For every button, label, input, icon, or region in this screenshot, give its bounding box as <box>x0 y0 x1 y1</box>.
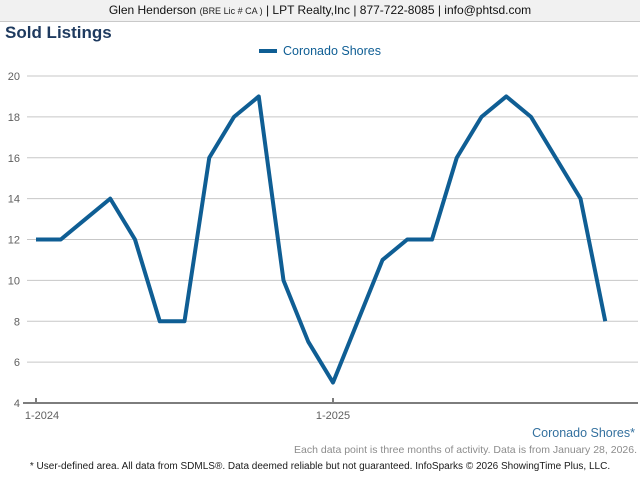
page-title: Sold Listings <box>5 23 112 42</box>
company-contact: | LPT Realty,Inc | 877-722-8085 | info@p… <box>265 3 532 17</box>
agent-license: (BRE Lic # CA ) <box>199 6 263 16</box>
y-axis-label: 8 <box>14 316 20 328</box>
legend-line-swatch <box>259 49 277 53</box>
agent-name: Glen Henderson <box>108 3 197 17</box>
y-axis-label: 4 <box>14 398 20 410</box>
series-line-coronado-shores[interactable] <box>36 94 608 385</box>
series-footnote-label: Coronado Shores* <box>532 426 635 440</box>
y-axis-label: 20 <box>8 71 20 83</box>
y-axis-label: 6 <box>14 357 20 369</box>
y-axis-label: 16 <box>8 153 20 165</box>
data-range-note: Each data point is three months of activ… <box>294 444 637 456</box>
y-axis-label: 14 <box>8 194 20 206</box>
sold-listings-chart: 4 6 8 10 12 14 16 18 20 1-2024 1-2025 <box>8 71 638 420</box>
disclaimer-footer: * User-defined area. All data from SDMLS… <box>29 461 611 472</box>
y-axis-label: 18 <box>8 112 20 124</box>
y-axis-label: 10 <box>8 275 20 287</box>
y-axis-label: 12 <box>8 235 20 247</box>
legend-series-label: Coronado Shores <box>283 44 381 58</box>
chart-legend: Coronado Shores <box>0 44 640 58</box>
header-bar: Glen Henderson (BRE Lic # CA ) | LPT Rea… <box>0 0 640 22</box>
x-axis-label: 1-2024 <box>25 410 59 420</box>
x-axis-label: 1-2025 <box>316 410 350 420</box>
